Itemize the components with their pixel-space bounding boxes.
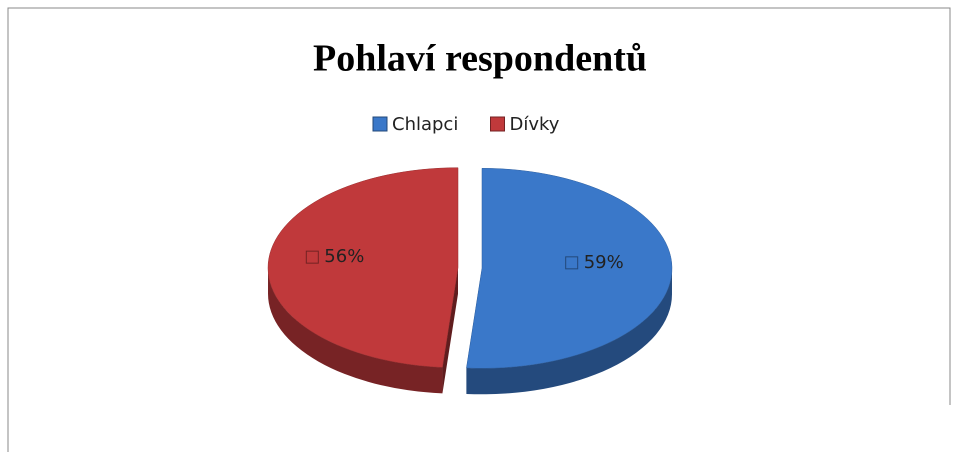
slice-cut-face <box>442 267 459 394</box>
data-label-marker <box>305 250 319 264</box>
data-label: 59% <box>584 252 624 273</box>
pie-slice <box>466 168 673 395</box>
slice-top <box>267 167 459 368</box>
legend-label: Chlapci <box>392 114 458 135</box>
chart-title: Pohlaví respondentů <box>313 38 647 80</box>
legend-swatch <box>372 116 388 132</box>
data-label: 56% <box>324 246 364 267</box>
legend-swatch <box>490 116 505 132</box>
legend-label: Dívky <box>510 114 560 135</box>
frame <box>7 7 951 452</box>
pie-slice <box>267 167 459 394</box>
slice-side <box>268 267 443 394</box>
slice-side <box>466 268 672 395</box>
data-label-marker <box>565 256 579 270</box>
